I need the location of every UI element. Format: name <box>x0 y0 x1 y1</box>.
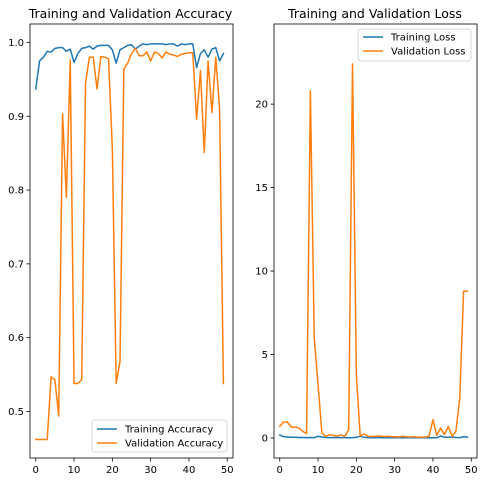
loss-legend-label-validation: Validation Loss <box>391 47 466 58</box>
loss-ticks: 0 10 20 30 40 50 0 5 10 15 20 <box>255 100 477 476</box>
accuracy-subplot: Training and Validation Accuracy 0 10 20 30… <box>8 6 234 476</box>
accuracy-y-tick-label: 0.5 <box>8 407 24 418</box>
loss-y-tick-label: 20 <box>255 100 268 111</box>
loss-y-tick-label: 15 <box>255 183 268 194</box>
accuracy-legend-box <box>91 419 228 453</box>
loss-legend-label-training: Training Loss <box>390 33 456 44</box>
accuracy-x-tick-label: 10 <box>68 465 81 476</box>
accuracy-y-tick-label: 0.6 <box>8 333 24 344</box>
loss-x-tick-label: 50 <box>465 465 478 476</box>
accuracy-x-tick-label: 40 <box>183 465 196 476</box>
accuracy-x-tick-label: 30 <box>144 465 157 476</box>
accuracy-series-line-training <box>34 43 225 90</box>
accuracy-y-tick-label: 0.8 <box>8 186 24 197</box>
accuracy-y-tick-label: 0.9 <box>8 112 24 123</box>
loss-y-tick-label: 5 <box>262 350 268 361</box>
accuracy-x-tick-label: 0 <box>33 465 39 476</box>
loss-series-line-training <box>278 433 469 439</box>
loss-y-tick-label: 0 <box>262 433 268 444</box>
accuracy-series-line-validation <box>35 47 225 441</box>
accuracy-ticks: 0 10 20 30 40 50 0.5 0.6 0.7 0.8 0.9 1.0 <box>8 38 234 476</box>
accuracy-legend-label-validation: Validation Accuracy <box>125 439 223 450</box>
accuracy-axes-frame <box>29 23 234 459</box>
loss-chart-title: Training and Validation Loss <box>287 6 462 21</box>
loss-series-line-validation <box>278 63 469 438</box>
loss-legend-box <box>357 28 472 62</box>
accuracy-plot-area <box>34 43 225 441</box>
accuracy-legend: Training Accuracy Validation Accuracy <box>91 419 228 453</box>
loss-x-tick-label: 30 <box>388 465 401 476</box>
loss-x-tick-label: 20 <box>350 465 363 476</box>
accuracy-chart-title: Training and Validation Accuracy <box>28 6 233 21</box>
loss-legend: Training Loss Validation Loss <box>357 28 472 62</box>
accuracy-y-tick-label: 0.7 <box>8 259 24 270</box>
loss-x-tick-label: 40 <box>427 465 440 476</box>
loss-subplot: Training and Validation Loss 0 10 20 30 40 50… <box>255 6 477 476</box>
loss-x-tick-label: 10 <box>312 465 325 476</box>
loss-plot-area <box>278 63 469 439</box>
loss-y-tick-label: 10 <box>255 267 268 278</box>
accuracy-legend-label-training: Training Accuracy <box>124 425 213 436</box>
accuracy-x-tick-label: 20 <box>106 465 119 476</box>
loss-axes-frame <box>273 23 478 459</box>
loss-x-tick-label: 0 <box>277 465 283 476</box>
accuracy-x-tick-label: 50 <box>221 465 234 476</box>
accuracy-y-tick-label: 1.0 <box>8 38 24 49</box>
